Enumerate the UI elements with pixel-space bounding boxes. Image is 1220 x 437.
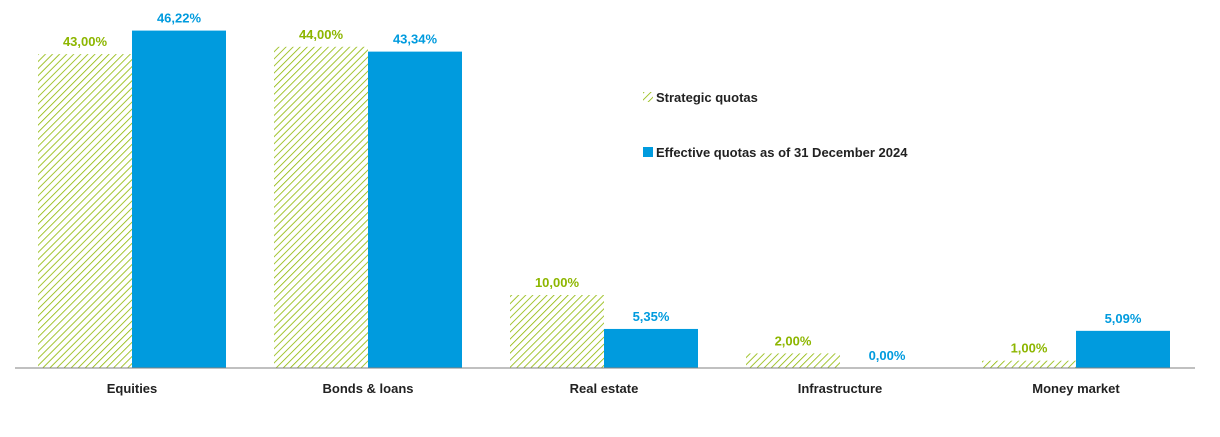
bar-strategic-3 — [746, 353, 840, 368]
category-label-3: Infrastructure — [798, 381, 883, 396]
data-label-strategic-2: 10,00% — [535, 275, 580, 290]
data-label-effective-0: 46,22% — [157, 11, 202, 26]
legend-label-effective: Effective quotas as of 31 December 2024 — [656, 145, 908, 160]
legend-label-strategic: Strategic quotas — [656, 90, 758, 105]
data-label-effective-1: 43,34% — [393, 32, 438, 47]
data-label-effective-4: 5,09% — [1105, 311, 1142, 326]
data-label-effective-3: 0,00% — [869, 348, 906, 363]
data-label-strategic-1: 44,00% — [299, 27, 344, 42]
bars-group: 43,00% 46,22% 44,00% 43,34% 10,00% 5,35% 2,00%… — [38, 11, 1170, 369]
bar-strategic-1 — [274, 46, 368, 369]
bar-effective-2 — [604, 328, 698, 368]
category-label-0: Equities — [107, 381, 158, 396]
data-label-strategic-3: 2,00% — [775, 333, 812, 348]
category-label-2: Real estate — [570, 381, 639, 396]
data-label-effective-2: 5,35% — [633, 309, 670, 324]
category-labels: Equities Bonds & loans Real estate Infrastr… — [107, 381, 1121, 396]
bar-strategic-2 — [510, 295, 604, 368]
category-label-4: Money market — [1032, 381, 1120, 396]
legend-swatch-effective — [643, 147, 653, 157]
data-label-strategic-4: 1,00% — [1011, 341, 1048, 356]
bar-effective-0 — [132, 30, 226, 369]
bar-strategic-0 — [38, 54, 132, 368]
legend: Strategic quotas Effective quotas as of 3… — [643, 90, 908, 160]
category-label-1: Bonds & loans — [322, 381, 413, 396]
bar-effective-1 — [368, 51, 462, 368]
legend-swatch-strategic — [643, 92, 653, 102]
bar-effective-4 — [1076, 330, 1170, 368]
data-label-strategic-0: 43,00% — [63, 34, 108, 49]
bar-strategic-4 — [982, 360, 1076, 368]
